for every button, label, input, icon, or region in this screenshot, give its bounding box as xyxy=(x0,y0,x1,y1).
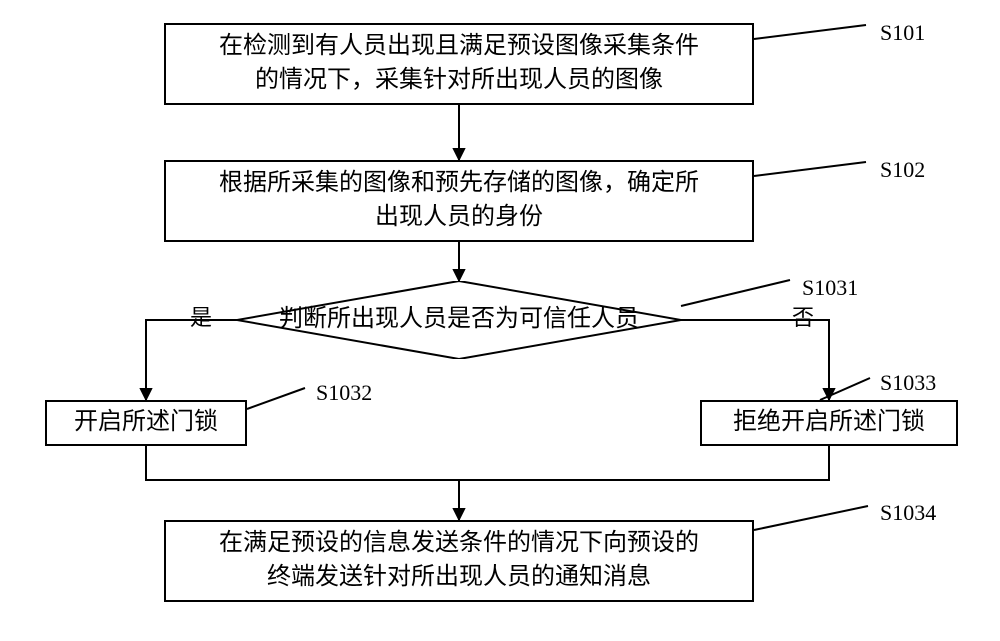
step-label-s101: S101 xyxy=(880,20,925,46)
node-text: 在检测到有人员出现且满足预设图像采集条件的情况下，采集针对所出现人员的图像 xyxy=(219,30,699,97)
node-text: 根据所采集的图像和预先存储的图像，确定所出现人员的身份 xyxy=(219,167,699,234)
node-text: 判断所出现人员是否为可信任人员 xyxy=(279,303,639,337)
node-s102: 根据所采集的图像和预先存储的图像，确定所出现人员的身份 xyxy=(164,160,754,242)
node-s1032: 开启所述门锁 xyxy=(45,400,247,446)
node-text: 开启所述门锁 xyxy=(74,406,218,440)
node-s1033: 拒绝开启所述门锁 xyxy=(700,400,958,446)
step-label-s1032: S1032 xyxy=(316,380,372,406)
step-label-s1034: S1034 xyxy=(880,500,936,526)
step-label-s1033: S1033 xyxy=(880,370,936,396)
step-label-s1031: S1031 xyxy=(802,275,858,301)
edge-label-2: 是 xyxy=(190,300,212,332)
node-text: 拒绝开启所述门锁 xyxy=(733,406,925,440)
edge-label-3: 否 xyxy=(792,300,814,332)
flowchart-canvas: 在检测到有人员出现且满足预设图像采集条件的情况下，采集针对所出现人员的图像 S10… xyxy=(0,0,1000,641)
step-label-s102: S102 xyxy=(880,157,925,183)
node-text: 在满足预设的信息发送条件的情况下向预设的终端发送针对所出现人员的通知消息 xyxy=(219,527,699,594)
node-s1031: 判断所出现人员是否为可信任人员 xyxy=(237,281,681,359)
node-s101: 在检测到有人员出现且满足预设图像采集条件的情况下，采集针对所出现人员的图像 xyxy=(164,23,754,105)
node-s1034: 在满足预设的信息发送条件的情况下向预设的终端发送针对所出现人员的通知消息 xyxy=(164,520,754,602)
